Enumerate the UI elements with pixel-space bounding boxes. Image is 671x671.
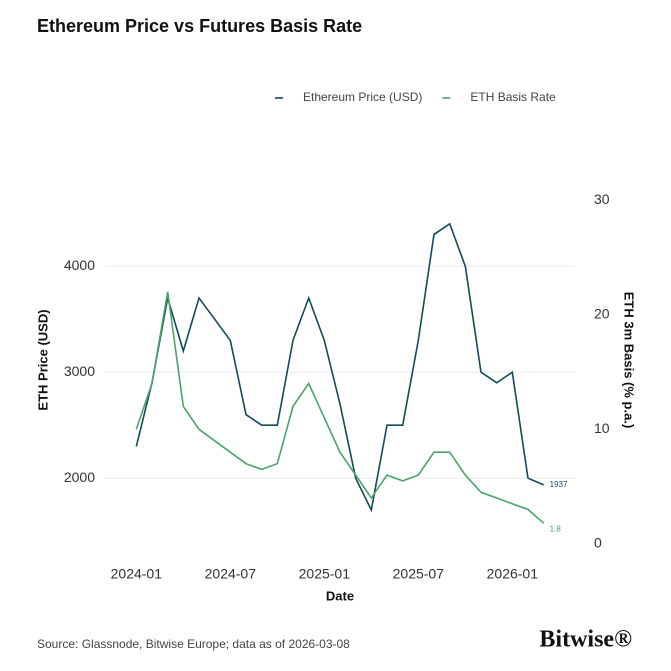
x-tick-label: 2025-01: [299, 566, 351, 582]
y2-tick-label: 10: [594, 420, 610, 436]
brand-logo: Bitwise®: [539, 627, 632, 653]
chart-title: Ethereum Price vs Futures Basis Rate: [37, 16, 362, 36]
legend-label: ETH Basis Rate: [470, 90, 556, 104]
line: [135, 291, 545, 524]
x-tick-label: 2025-07: [393, 566, 445, 582]
y-tick-label: 3000: [64, 363, 95, 379]
end-label: 1.8: [550, 524, 562, 533]
x-tick-label: 2026-01: [487, 566, 539, 582]
y-tick-label: 2000: [64, 469, 95, 485]
x-tick-label: 2024-07: [205, 566, 257, 582]
y2-tick-label: 0: [594, 535, 602, 551]
x-axis-label: Date: [326, 588, 354, 603]
y2-tick-label: 20: [594, 305, 610, 321]
y2-tick-label: 30: [594, 191, 610, 207]
source: Source: Glassnode, Bitwise Europe; data …: [37, 637, 350, 651]
y-tick-label: 4000: [64, 257, 95, 273]
y2-axis-label: ETH 3m Basis (% p.a.): [622, 292, 637, 429]
legend-label: Ethereum Price (USD): [303, 90, 422, 104]
y-axis-label: ETH Price (USD): [35, 309, 50, 410]
x-tick-label: 2024-01: [111, 566, 163, 582]
end-label: 1937: [550, 480, 568, 489]
line: [135, 222, 545, 513]
